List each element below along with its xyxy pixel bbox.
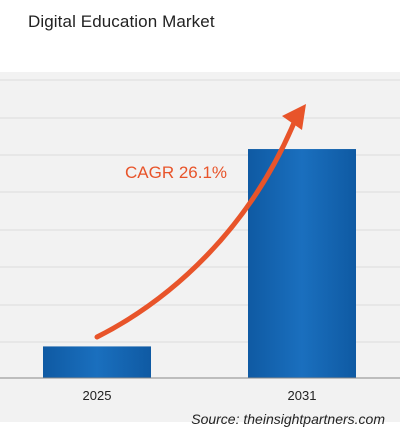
cagr-annotation: CAGR 26.1%: [125, 163, 227, 182]
chart-title: Digital Education Market: [28, 12, 215, 31]
bar-2031: [248, 149, 356, 378]
cagr-arrowhead: [282, 104, 306, 130]
cagr-arrow: [94, 115, 299, 340]
source-note: Source: theinsightpartners.com: [191, 411, 385, 427]
bars: [43, 149, 356, 378]
x-tick-label: 2025: [83, 388, 112, 403]
x-tick-label: 2031: [288, 388, 317, 403]
bar-2025: [43, 346, 151, 378]
x-tick-labels: 2025 2031: [83, 388, 317, 403]
